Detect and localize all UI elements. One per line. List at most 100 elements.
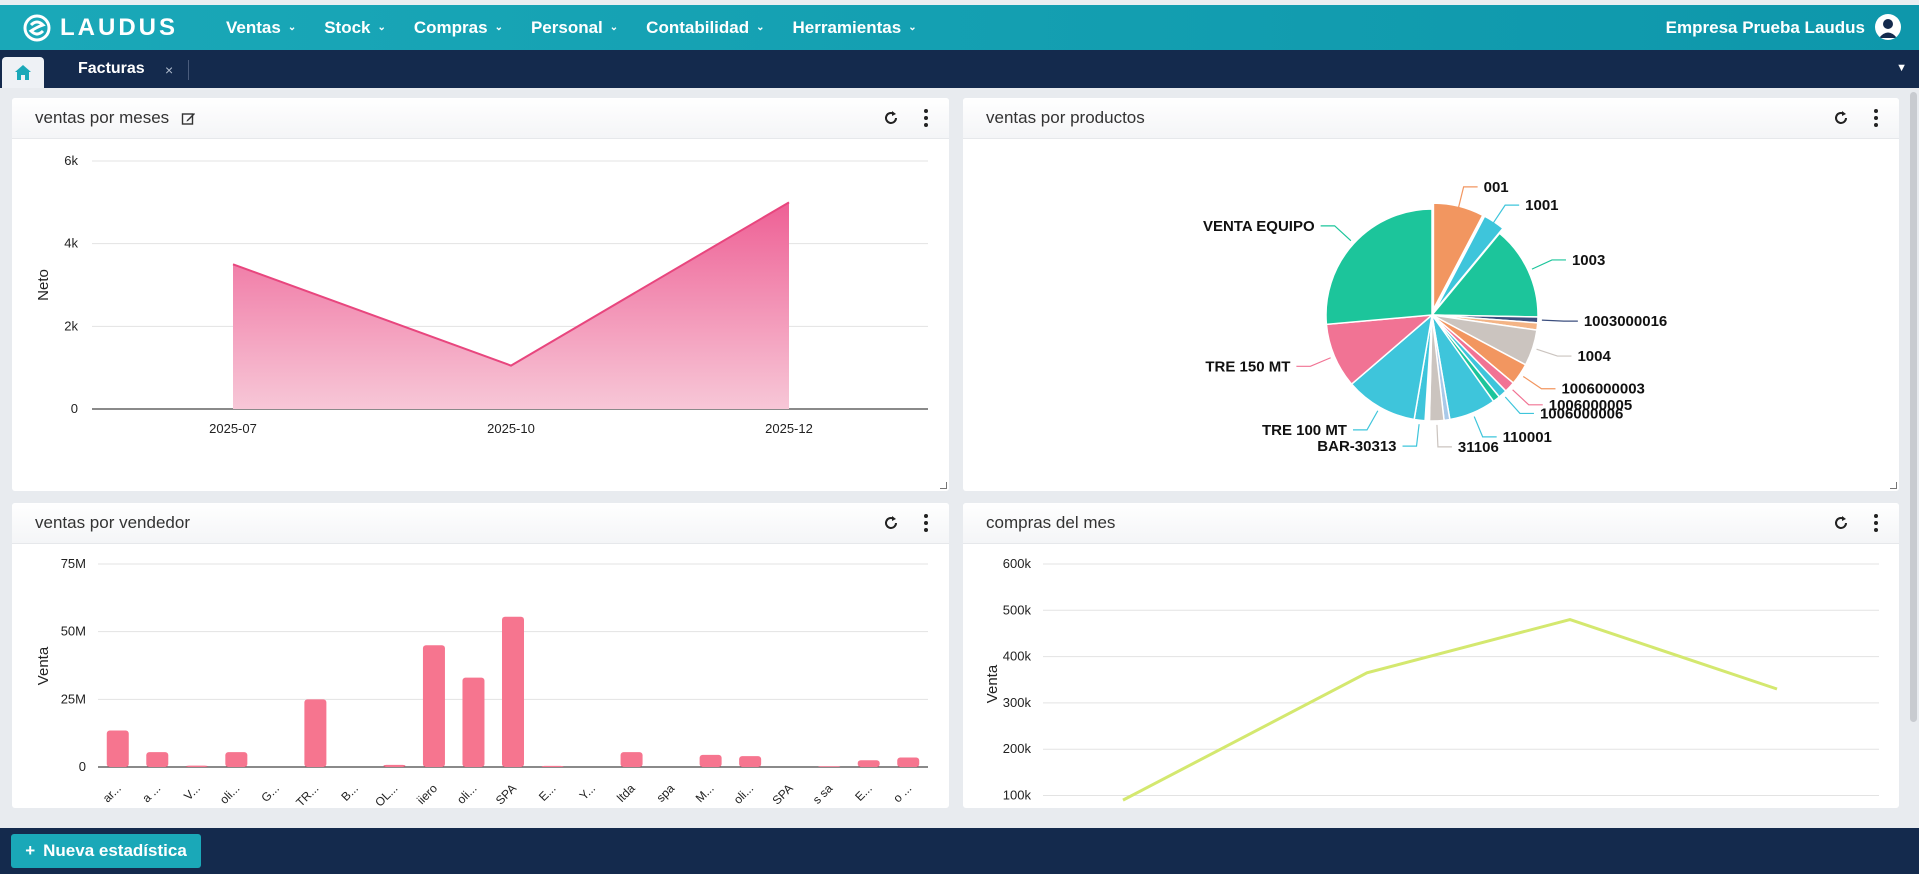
- y-tick-label: 25M: [61, 691, 86, 706]
- pie-label-connector: [1352, 410, 1379, 431]
- y-axis-label: Neto: [35, 269, 52, 301]
- chevron-down-icon: ⌄: [377, 22, 386, 33]
- x-tick-label: Y...: [577, 781, 599, 803]
- panel-title: ventas por vendedor: [35, 513, 190, 532]
- kebab-menu-icon[interactable]: [1873, 513, 1879, 533]
- menu-contabilidad-label: Contabilidad: [646, 17, 750, 37]
- y-tick-label: 400k: [1003, 649, 1032, 664]
- menu-compras[interactable]: Compras ⌄: [414, 18, 503, 38]
- area-line: [232, 201, 790, 367]
- pie-label-connector: [1541, 319, 1578, 322]
- resize-handle[interactable]: [940, 482, 947, 489]
- menu-ventas[interactable]: Ventas ⌄: [226, 18, 296, 38]
- y-tick-label: 2k: [64, 318, 78, 333]
- chevron-down-icon[interactable]: ▼: [1896, 62, 1907, 74]
- pie-label-connector: [1457, 186, 1478, 209]
- bar: [185, 765, 208, 767]
- x-tick-label: SPA: [493, 781, 519, 807]
- top-strip: [0, 0, 1919, 5]
- logo[interactable]: LAUDUS: [22, 13, 178, 43]
- nueva-estadistica-button[interactable]: + Nueva estadística: [11, 834, 201, 868]
- chevron-down-icon: ⌄: [287, 22, 297, 33]
- menu-ventas-label: Ventas: [226, 17, 281, 37]
- logo-text: LAUDUS: [60, 13, 178, 41]
- x-tick-label: B...: [338, 781, 361, 804]
- x-tick-label: o ...: [890, 781, 914, 805]
- pie-label: 1006000005: [1549, 397, 1632, 414]
- x-tick-label: E...: [852, 781, 875, 804]
- pie-slice: [1350, 313, 1434, 421]
- kebab-menu-icon[interactable]: [923, 513, 929, 533]
- pie-label-connector: [1512, 389, 1543, 406]
- x-tick-label: M...: [693, 781, 717, 805]
- pie-label: 1001: [1525, 197, 1558, 214]
- page-scrollbar[interactable]: [1910, 92, 1917, 722]
- area-fill: [233, 202, 789, 409]
- pie-label-connector: [1320, 225, 1352, 242]
- bar: [383, 764, 406, 767]
- close-icon[interactable]: ×: [165, 62, 174, 78]
- pie-label: TRE 100 MT: [1262, 422, 1347, 439]
- y-axis-label: Venta: [984, 664, 1001, 703]
- pie-label: 001: [1484, 179, 1509, 196]
- y-tick-label: 100k: [1003, 788, 1032, 803]
- menu-stock[interactable]: Stock ⌄: [324, 18, 386, 38]
- bar: [897, 757, 920, 767]
- x-tick-label: oli...: [731, 781, 756, 806]
- tab-divider: [188, 60, 189, 80]
- pie-label: 1003: [1572, 252, 1605, 269]
- menu-herramientas-label: Herramientas: [792, 17, 902, 37]
- y-tick-label: 50M: [61, 624, 86, 639]
- chevron-down-icon: ⌄: [756, 22, 765, 33]
- kebab-menu-icon[interactable]: [923, 108, 929, 128]
- pie-label: 1006000003: [1561, 381, 1644, 398]
- edit-icon[interactable]: [181, 111, 196, 126]
- home-icon: [15, 65, 31, 80]
- y-tick-label: 600k: [1003, 556, 1032, 571]
- x-tick-label: OL...: [372, 781, 400, 808]
- kebab-menu-icon[interactable]: [1873, 108, 1879, 128]
- company-name[interactable]: Empresa Prueba Laudus: [1665, 17, 1865, 37]
- menu-contabilidad[interactable]: Contabilidad ⌄: [646, 18, 764, 38]
- tab-home[interactable]: [2, 57, 44, 88]
- series-line: [1122, 617, 1778, 802]
- menu-personal[interactable]: Personal ⌄: [531, 18, 618, 38]
- panel-header: ventas por vendedor: [12, 503, 949, 544]
- y-tick-label: 500k: [1003, 602, 1032, 617]
- pie-label: 31106: [1458, 439, 1499, 456]
- pie-label-connector: [1492, 204, 1520, 224]
- menu-compras-label: Compras: [413, 17, 488, 37]
- panel-header: compras del mes: [963, 503, 1899, 544]
- refresh-icon[interactable]: [1833, 110, 1849, 126]
- tab-facturas[interactable]: Facturas: [78, 60, 145, 77]
- bar: [699, 754, 722, 767]
- user-avatar-icon[interactable]: [1875, 14, 1901, 40]
- pie-label-connector: [1522, 375, 1556, 390]
- x-tick-label: G...: [258, 781, 282, 805]
- plus-icon: +: [25, 841, 36, 860]
- resize-handle[interactable]: [1890, 482, 1897, 489]
- refresh-icon[interactable]: [883, 110, 899, 126]
- y-axis-label: Venta: [35, 646, 52, 685]
- panel-header: ventas por productos: [963, 98, 1899, 139]
- panel-header: ventas por meses: [12, 98, 949, 139]
- pie-label-connector: [1296, 357, 1331, 367]
- x-tick-label: iiero: [414, 781, 440, 807]
- refresh-icon[interactable]: [1833, 515, 1849, 531]
- top-navbar: LAUDUS Ventas ⌄ Stock ⌄ Compras ⌄ Personal ⌄…: [0, 5, 1919, 50]
- pie-label-connector: [1402, 424, 1420, 447]
- refresh-icon[interactable]: [883, 515, 899, 531]
- menu-stock-label: Stock: [324, 17, 371, 37]
- y-tick-label: 0: [79, 759, 86, 774]
- x-tick-label: s sa: [810, 781, 836, 807]
- bar: [422, 645, 445, 767]
- x-tick-label: 2025-12: [765, 421, 813, 436]
- x-tick-label: a ...: [139, 781, 163, 805]
- x-tick-label: oli...: [454, 781, 479, 806]
- panel-ventas-por-vendedor: ventas por vendedor 0 25M 50M 75M ar... a ...…: [12, 503, 949, 808]
- panel-title: ventas por productos: [986, 108, 1145, 127]
- pie-label: TRE 150 MT: [1205, 358, 1290, 375]
- menu-herramientas[interactable]: Herramientas ⌄: [793, 18, 917, 38]
- panel-ventas-por-meses: ventas por meses 0 2k 4k 6k 2025-07 2025-10 20…: [12, 98, 949, 491]
- chevron-down-icon: ⌄: [494, 22, 503, 33]
